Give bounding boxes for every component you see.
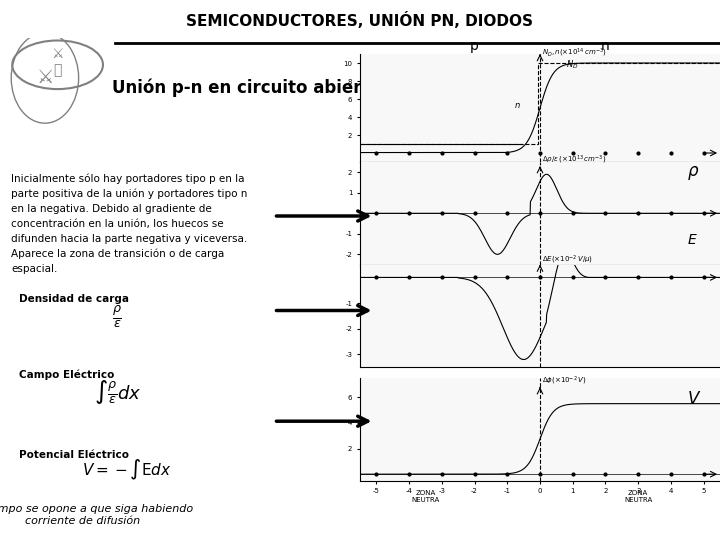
Text: ZONA
NEUTRA: ZONA NEUTRA xyxy=(624,490,652,503)
Text: n: n xyxy=(601,38,610,52)
Text: $\Delta\phi(\times 10^{-2}\,V)$: $\Delta\phi(\times 10^{-2}\,V)$ xyxy=(541,375,586,387)
Text: Campo Eléctrico: Campo Eléctrico xyxy=(19,369,114,380)
Text: ⚔: ⚔ xyxy=(36,69,54,87)
Text: Unión p-n en circuito abierto: Unión p-n en circuito abierto xyxy=(112,79,382,97)
Text: $N_D$: $N_D$ xyxy=(566,58,579,71)
Text: SEMICONDUCTORES, UNIÓN PN, DIODOS: SEMICONDUCTORES, UNIÓN PN, DIODOS xyxy=(186,12,534,29)
Text: $\frac{\rho}{\varepsilon}$: $\frac{\rho}{\varepsilon}$ xyxy=(112,303,122,330)
Text: E: E xyxy=(688,233,696,247)
Text: $\int\frac{\rho}{\varepsilon}dx$: $\int\frac{\rho}{\varepsilon}dx$ xyxy=(94,378,141,406)
Text: Densidad de carga: Densidad de carga xyxy=(19,294,129,304)
Text: ZONA
NEUTRA: ZONA NEUTRA xyxy=(411,490,440,503)
Text: ⚔
🛡: ⚔ 🛡 xyxy=(51,47,64,77)
Text: $N_D, n(\times 10^{14}\,cm^{-3})$: $N_D, n(\times 10^{14}\,cm^{-3})$ xyxy=(541,46,607,58)
Text: p: p xyxy=(470,38,479,52)
Text: $\Delta\rho/\varepsilon\,(\times 10^{13}\,cm^{-3})$: $\Delta\rho/\varepsilon\,(\times 10^{13}… xyxy=(541,154,606,166)
Text: El campo se opone a que siga habiendo
corriente de difusión: El campo se opone a que siga habiendo co… xyxy=(0,504,194,526)
Text: $\Delta E(\times 10^{-2}\,V/\mu)$: $\Delta E(\times 10^{-2}\,V/\mu)$ xyxy=(541,254,593,266)
Text: ρ: ρ xyxy=(688,163,698,180)
Text: $V=-\int\mathrm{E}dx$: $V=-\int\mathrm{E}dx$ xyxy=(82,457,172,482)
Text: Inicialmente sólo hay portadores tipo p en la
parte positiva de la unión y porta: Inicialmente sólo hay portadores tipo p … xyxy=(12,173,248,274)
Text: V: V xyxy=(688,390,698,408)
Text: Potencial Eléctrico: Potencial Eléctrico xyxy=(19,450,129,460)
Text: $n$: $n$ xyxy=(514,101,521,110)
